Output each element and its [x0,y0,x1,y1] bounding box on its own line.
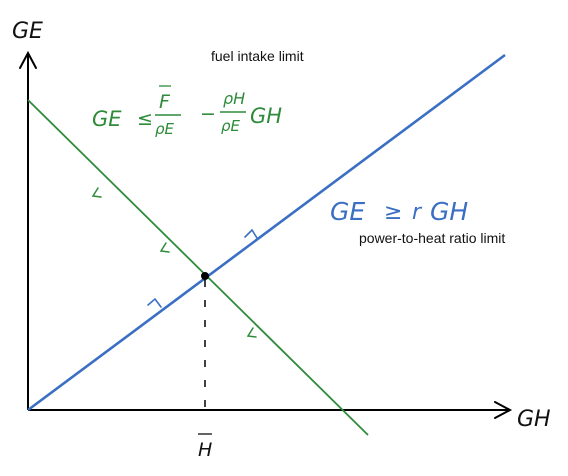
fuel-feasible-direction-arrow [246,327,257,338]
fuel-intake-limit-line [27,99,369,436]
ratio-feasible-direction-arrow [244,228,258,239]
x-axis-label: GH [517,407,551,432]
fuel-eq-denominator: ρE [155,120,175,138]
intersection-point [201,272,209,280]
fuel-intake-limit-label: fuel intake limit [211,48,304,64]
fuel-eq-minus: − [200,103,216,125]
fuel-eq-relation: ≤ [137,108,153,130]
ratio-feasible-direction-arrow [147,297,162,308]
axes [19,50,513,419]
y-axis-label: GE [12,19,43,44]
fuel-eq-numerator: F [159,91,171,113]
fuel-feasible-direction-arrow [159,242,170,253]
ratio-eq-rhs-variable: GH [430,197,468,226]
ratio-eq-coefficient: r [412,200,423,225]
ratio-constraint-equation: GE ≥ r GH [330,197,468,226]
ratio-eq-relation: ≥ [384,200,402,225]
power-to-heat-ratio-limit-label: power-to-heat ratio limit [359,230,505,246]
fuel-eq-heat-numerator: ρH [223,89,245,108]
ratio-eq-lhs: GE [330,197,365,226]
fuel-constraint-equation: GE ≤ F ρE − ρH ρE GH [92,85,282,138]
h-bar-label: H [198,433,212,461]
fuel-eq-heat-variable: GH [250,104,282,128]
h-bar-letter: H [198,439,212,461]
power-to-heat-ratio-constraint [27,53,506,412]
y-axis-arrowhead [19,50,37,69]
fuel-eq-lhs: GE [92,107,122,131]
power-to-heat-ratio-line [27,53,506,412]
fuel-feasible-direction-arrow [91,187,102,198]
x-axis-arrowhead [494,401,513,419]
fuel-eq-heat-denominator: ρE [221,117,241,135]
fuel-intake-limit-constraint [27,99,369,436]
